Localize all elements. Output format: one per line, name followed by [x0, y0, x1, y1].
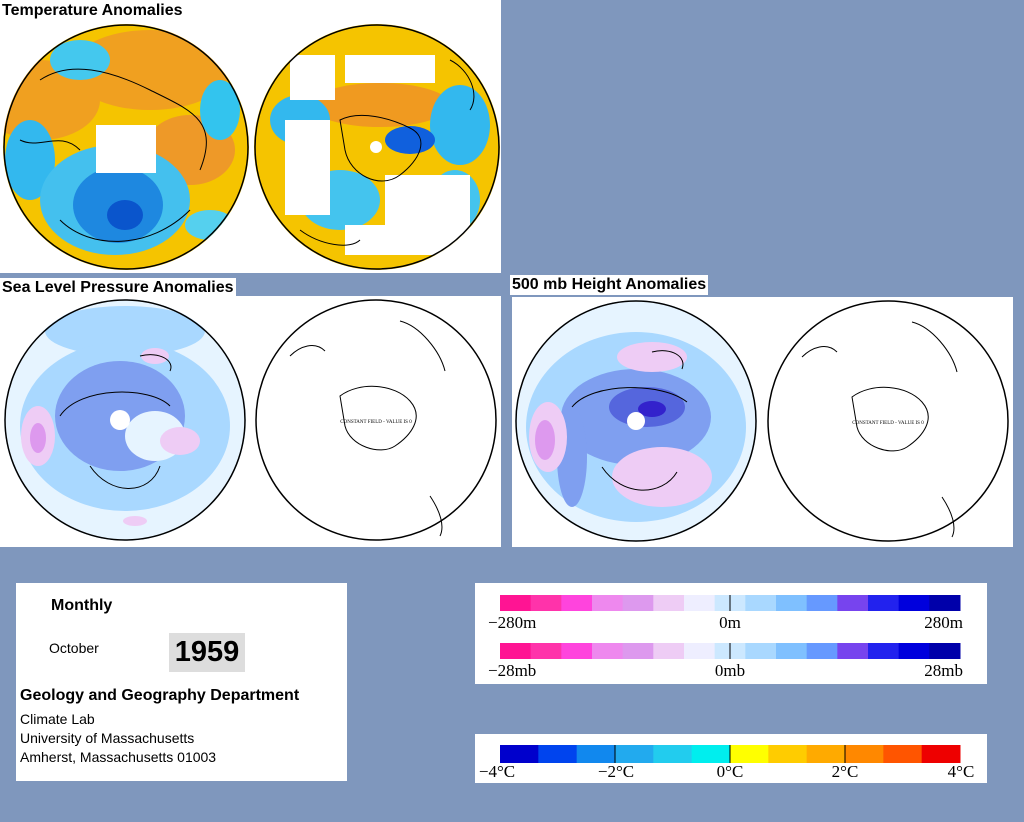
temp-scale-swatch — [845, 745, 884, 763]
height-south-map: CONSTANT FIELD - VALUE IS 0 — [767, 300, 1009, 542]
height-legend-center: 0m — [719, 613, 741, 632]
height-scale-swatch — [745, 595, 777, 611]
height-legend-right: 280m — [924, 613, 963, 632]
height-scale-swatch — [653, 595, 685, 611]
university-label: University of Massachusetts — [20, 730, 195, 746]
height-scale-swatch — [929, 595, 961, 611]
height-color-scale — [500, 595, 961, 611]
height-scale-swatch — [898, 595, 930, 611]
temp-legend-label-2: 0°C — [717, 762, 744, 781]
slp-constant-field-label: CONSTANT FIELD - VALUE IS 0 — [340, 420, 412, 425]
temperature-legend: −4°C −2°C 0°C 2°C 4°C — [479, 745, 975, 781]
slp-panel: CONSTANT FIELD - VALUE IS 0 — [0, 296, 501, 547]
pressure-scale-swatch — [868, 643, 900, 659]
temp-scale-swatch — [768, 745, 808, 763]
height-constant-field-label: CONSTANT FIELD - VALUE IS 0 — [852, 421, 924, 426]
pressure-scale-swatch — [592, 643, 624, 659]
pressure-scale-swatch — [530, 643, 562, 659]
temp-scale-swatch — [691, 745, 731, 763]
pressure-legend-center: 0mb — [715, 661, 745, 680]
pressure-scale-swatch — [500, 643, 532, 659]
temperature-legend-box: −4°C −2°C 0°C 2°C 4°C — [475, 734, 987, 783]
slp-south-map: CONSTANT FIELD - VALUE IS 0 — [255, 299, 497, 541]
pressure-scale-swatch — [776, 643, 808, 659]
pressure-scale-swatch — [745, 643, 777, 659]
pressure-color-scale — [500, 643, 961, 659]
height-title: 500 mb Height Anomalies — [510, 275, 709, 295]
temperature-maps — [3, 24, 500, 270]
anomaly-legends: −280m 0m 280m −28mb 0mb 28mb — [488, 595, 963, 680]
height-scale-swatch — [622, 595, 654, 611]
pressure-legend-left: −28mb — [488, 661, 536, 680]
temp-scale-swatch — [615, 745, 654, 763]
temp-scale-swatch — [653, 745, 693, 763]
height-north-map — [515, 300, 757, 542]
height-scale-swatch — [684, 595, 716, 611]
height-scale-swatch — [806, 595, 838, 611]
temp-scale-swatch — [538, 745, 578, 763]
slp-maps: CONSTANT FIELD - VALUE IS 0 — [4, 299, 497, 541]
pressure-scale-swatch — [929, 643, 961, 659]
pressure-scale-swatch — [653, 643, 685, 659]
pressure-scale-swatch — [806, 643, 838, 659]
temp-scale-swatch — [806, 745, 846, 763]
temp-scale-swatch — [500, 745, 539, 763]
temp-scale-swatch — [883, 745, 923, 763]
height-scale-swatch — [500, 595, 532, 611]
pressure-scale-swatch — [561, 643, 593, 659]
pressure-scale-swatch — [622, 643, 654, 659]
height-maps: CONSTANT FIELD - VALUE IS 0 — [515, 300, 1009, 542]
temp-scale-swatch — [921, 745, 961, 763]
period-label: Monthly — [51, 597, 113, 614]
temp-scale-swatch — [730, 745, 769, 763]
info-box: Monthly October 1959 Geology and Geograp… — [16, 583, 347, 781]
height-legend-left: −280m — [488, 613, 536, 632]
slp-north-map — [4, 299, 246, 541]
temperature-title: Temperature Anomalies — [0, 1, 185, 21]
pressure-scale-swatch — [684, 643, 716, 659]
pressure-scale-swatch — [837, 643, 869, 659]
temp-legend-label-0: −4°C — [479, 762, 515, 781]
lab-label: Climate Lab — [20, 711, 95, 727]
address-label: Amherst, Massachusetts 01003 — [20, 749, 217, 765]
month-label: October — [49, 640, 99, 656]
temperature-north-map — [3, 24, 249, 270]
height-scale-swatch — [837, 595, 869, 611]
year-label: 1959 — [169, 633, 245, 672]
temperature-panel — [0, 0, 501, 273]
temperature-south-map — [254, 24, 500, 270]
height-scale-swatch — [561, 595, 593, 611]
temp-legend-label-1: −2°C — [598, 762, 634, 781]
slp-title: Sea Level Pressure Anomalies — [0, 278, 236, 298]
department-label: Geology and Geography Department — [20, 687, 300, 704]
height-scale-swatch — [868, 595, 900, 611]
height-panel: CONSTANT FIELD - VALUE IS 0 — [512, 297, 1013, 547]
height-scale-swatch — [776, 595, 808, 611]
pressure-legend-right: 28mb — [924, 661, 963, 680]
anomaly-legend-box: −280m 0m 280m −28mb 0mb 28mb — [475, 583, 987, 684]
temperature-color-scale — [500, 745, 961, 763]
temp-legend-label-4: 4°C — [948, 762, 975, 781]
height-scale-swatch — [530, 595, 562, 611]
temp-legend-label-3: 2°C — [832, 762, 859, 781]
height-scale-swatch — [592, 595, 624, 611]
temp-scale-swatch — [576, 745, 616, 763]
pressure-scale-swatch — [898, 643, 930, 659]
